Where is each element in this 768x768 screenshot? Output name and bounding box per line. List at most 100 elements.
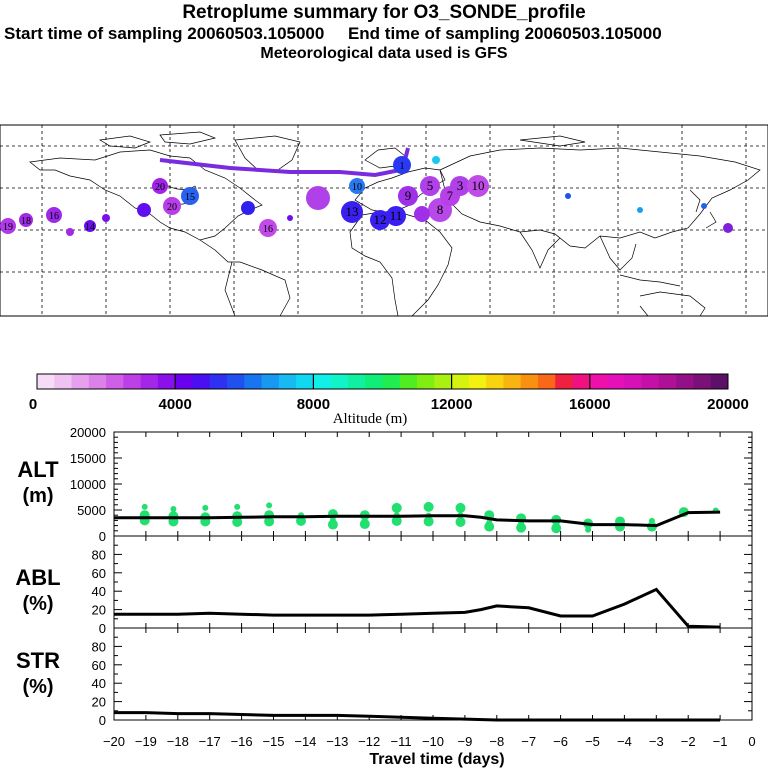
colorbar-swatch — [347, 374, 366, 389]
alt-point — [423, 516, 434, 527]
alt-point — [551, 523, 562, 534]
alt-point — [202, 504, 209, 511]
colorbar-swatch — [106, 374, 124, 389]
x-tick-label: −6 — [553, 734, 568, 749]
map-marker-dot — [701, 203, 707, 209]
map-marker-label: 16 — [263, 224, 273, 235]
map-marker-dot — [306, 186, 330, 210]
x-tick-label: −10 — [422, 734, 444, 749]
colorbar-swatch — [417, 374, 435, 389]
alt-point — [296, 515, 307, 526]
map-marker-dot — [637, 207, 643, 213]
x-tick-label: −3 — [649, 734, 664, 749]
map-graticule — [0, 125, 768, 316]
map-coastlines — [29, 131, 761, 317]
colorbar-swatch — [313, 374, 332, 389]
map-marker: 13 — [341, 201, 363, 223]
colorbar-swatch — [71, 374, 90, 389]
map-marker-label: 12 — [374, 212, 387, 227]
map-marker-label: 8 — [437, 202, 444, 217]
colorbar-swatch — [676, 374, 694, 389]
colorbar-swatch — [399, 374, 418, 389]
colorbar-swatch — [192, 374, 211, 389]
colorbar-swatch — [123, 374, 142, 389]
str-y-tick-label: 80 — [92, 639, 106, 654]
str-line — [114, 711, 721, 722]
colorbar-swatch — [330, 374, 349, 389]
colorbar-tick-label: 0 — [29, 396, 37, 413]
map-marker-dot — [259, 219, 277, 237]
x-tick-label: −19 — [135, 734, 157, 749]
map-marker-dot — [46, 207, 62, 223]
map-marker-label: 7 — [447, 188, 454, 203]
map-marker-label: 1 — [400, 161, 405, 172]
colorbar-swatch — [140, 374, 159, 389]
map-marker-dot — [450, 176, 470, 196]
colorbar-swatch — [209, 374, 228, 389]
colorbar-swatch — [503, 374, 522, 389]
map-marker-dot — [723, 223, 733, 233]
y-tick-labels: 0 5000 10000 15000 20000 0 20 40 60 80 0 20 40 60 80 — [70, 425, 106, 728]
x-tick-labels: −20 −19 −18 −17 −16 −15 −14 −13 −12 −11 −10 −9 −8 −7−… — [103, 734, 756, 749]
colorbar-swatch — [88, 374, 107, 389]
y-axis-ticks — [114, 431, 752, 721]
map-marker-dot — [349, 178, 365, 194]
str-y-tick-label: 0 — [99, 713, 106, 728]
map-marker: 3 — [450, 176, 470, 196]
str-y-tick-label: 60 — [92, 658, 106, 673]
x-tick-label: −12 — [358, 734, 380, 749]
map-marker-dot — [19, 213, 33, 227]
x-tick-label: −18 — [167, 734, 189, 749]
chart-title: Retroplume summary for O3_SONDE_profile — [182, 2, 586, 23]
map-marker-label: 13 — [346, 204, 359, 219]
x-tick-label: −11 — [391, 734, 412, 749]
colorbar-swatch — [434, 374, 453, 389]
abl-y-tick-label: 80 — [92, 547, 106, 562]
str-y-tick-label: 40 — [92, 676, 106, 691]
alt-point — [585, 526, 592, 533]
x-tick-label: −9 — [457, 734, 472, 749]
colorbar-swatch — [175, 374, 193, 389]
colorbar-swatch — [278, 374, 297, 389]
colorbar-frame — [36, 373, 729, 390]
abl-line — [114, 587, 721, 629]
map-marker: 14 — [84, 220, 96, 233]
map-marker: 1 — [393, 156, 411, 174]
colorbar-tick-label: 16000 — [569, 396, 611, 413]
map-marker-label: 5 — [427, 178, 434, 193]
colorbar-swatch — [296, 374, 314, 389]
map-marker-dot — [84, 220, 96, 232]
abl-unit: (%) — [22, 593, 53, 615]
map-marker-label: 20 — [155, 182, 165, 193]
alt-point — [359, 519, 370, 530]
colorbar-tick-label: 20000 — [707, 396, 749, 413]
alt-label: ALT — [17, 457, 59, 482]
map-marker-label: 18 — [21, 216, 31, 227]
colorbar-swatch — [468, 374, 487, 389]
map-marker-label: 11 — [390, 208, 403, 223]
timeseries-panels: 0 5000 10000 15000 20000 0 20 40 60 80 0 20 40 60 80 A… — [15, 425, 755, 768]
map-marker-dot — [181, 187, 199, 205]
colorbar-swatch — [382, 374, 401, 389]
colorbar-label: Altitude (m) — [333, 411, 408, 427]
map-marker: 16 — [46, 207, 62, 223]
colorbar-swatch — [693, 374, 712, 389]
map-marker-dot — [370, 210, 390, 230]
x-tick-label: −14 — [294, 734, 316, 749]
alt-point — [484, 521, 495, 532]
alt-point — [264, 516, 275, 527]
map-marker: 12 — [370, 210, 390, 230]
map-marker-label: 16 — [49, 211, 59, 222]
alt-point — [266, 502, 273, 509]
x-tick-label: −20 — [103, 734, 125, 749]
colorbar-swatch — [607, 374, 625, 389]
alt-y-tick-label: 20000 — [70, 425, 106, 440]
x-tick-label: −2 — [681, 734, 696, 749]
x-tick-label: −5 — [585, 734, 600, 749]
colorbar-swatch — [451, 374, 470, 389]
abl-label: ABL — [15, 565, 60, 590]
x-tick-label: −16 — [231, 734, 253, 749]
